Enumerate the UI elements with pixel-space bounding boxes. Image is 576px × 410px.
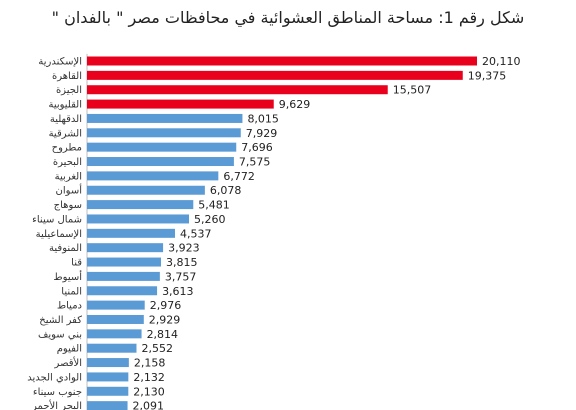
chart-title: شكل رقم 1: مساحة المناطق العشوائية في مح… <box>51 8 525 27</box>
value-label: 5,260 <box>194 213 226 226</box>
category-label: الأقصر <box>54 356 82 369</box>
value-label: 7,929 <box>246 127 278 140</box>
value-label: 2,158 <box>134 357 166 370</box>
category-label: البحيرة <box>53 157 82 168</box>
category-label: دمياط <box>57 301 82 312</box>
category-label: الإسكندرية <box>38 57 82 68</box>
category-label: الإسماعيلية <box>36 229 82 240</box>
category-label: الوادي الجديد <box>27 372 82 383</box>
bar <box>87 157 234 167</box>
value-label: 3,923 <box>168 242 200 255</box>
value-label: 7,575 <box>239 156 271 169</box>
bar <box>87 343 137 353</box>
category-label: جنوب سيناء <box>33 387 82 398</box>
value-label: 8,015 <box>247 112 279 125</box>
value-label: 2,929 <box>149 313 181 326</box>
bar <box>87 358 129 368</box>
category-label: البحر الأحمر <box>31 399 82 410</box>
value-label: 2,132 <box>133 371 165 384</box>
category-label: المنيا <box>61 286 82 297</box>
bar <box>87 70 463 80</box>
value-label: 19,375 <box>468 69 507 82</box>
category-label: الشرقية <box>49 128 82 139</box>
bar <box>87 85 388 95</box>
bar <box>87 99 274 109</box>
bar <box>87 271 160 281</box>
bar <box>87 214 190 224</box>
category-label: الجيزة <box>56 85 82 96</box>
bar <box>87 314 144 324</box>
value-label: 2,552 <box>141 342 173 355</box>
bar <box>87 257 161 267</box>
value-label: 7,696 <box>241 141 272 154</box>
value-label: 2,091 <box>133 400 165 410</box>
category-label: القليوبية <box>48 100 82 111</box>
value-label: 6,078 <box>210 184 242 197</box>
category-label: القاهرة <box>52 71 82 82</box>
category-label: قنا <box>71 258 82 269</box>
value-label: 20,110 <box>482 55 521 68</box>
value-label: 2,814 <box>147 328 179 341</box>
bar <box>87 401 128 410</box>
category-label: أسوان <box>56 184 83 197</box>
category-label: الدقهلية <box>50 114 82 125</box>
value-label: 5,481 <box>198 199 230 212</box>
category-label: الغربية <box>55 171 82 182</box>
value-label: 3,815 <box>166 256 198 269</box>
bar <box>87 386 129 396</box>
bar <box>87 300 145 310</box>
value-label: 15,507 <box>393 84 432 97</box>
bar <box>87 113 243 123</box>
bar <box>87 329 142 339</box>
category-label: كفر الشيخ <box>39 315 82 326</box>
value-label: 6,772 <box>223 170 255 183</box>
value-label: 2,130 <box>133 385 165 398</box>
value-label: 3,613 <box>162 285 194 298</box>
bar <box>87 128 241 138</box>
bar <box>87 185 205 195</box>
category-label: أسيوط <box>53 270 82 283</box>
value-label: 4,537 <box>180 227 212 240</box>
bar <box>87 200 194 210</box>
value-label: 3,757 <box>165 270 197 283</box>
bar <box>87 56 477 66</box>
bar <box>87 243 164 253</box>
category-label: بني سويف <box>38 329 82 340</box>
bar <box>87 142 237 152</box>
value-label: 2,976 <box>150 299 182 312</box>
bar <box>87 228 175 238</box>
category-label: مطروح <box>52 143 82 154</box>
bar <box>87 171 219 181</box>
category-label: الفيوم <box>57 344 82 355</box>
bar <box>87 372 129 382</box>
category-label: شمال سيناء <box>32 214 82 225</box>
value-label: 9,629 <box>279 98 311 111</box>
bar <box>87 286 158 296</box>
category-label: المنوفية <box>49 243 82 254</box>
category-label: سوهاج <box>54 200 82 211</box>
